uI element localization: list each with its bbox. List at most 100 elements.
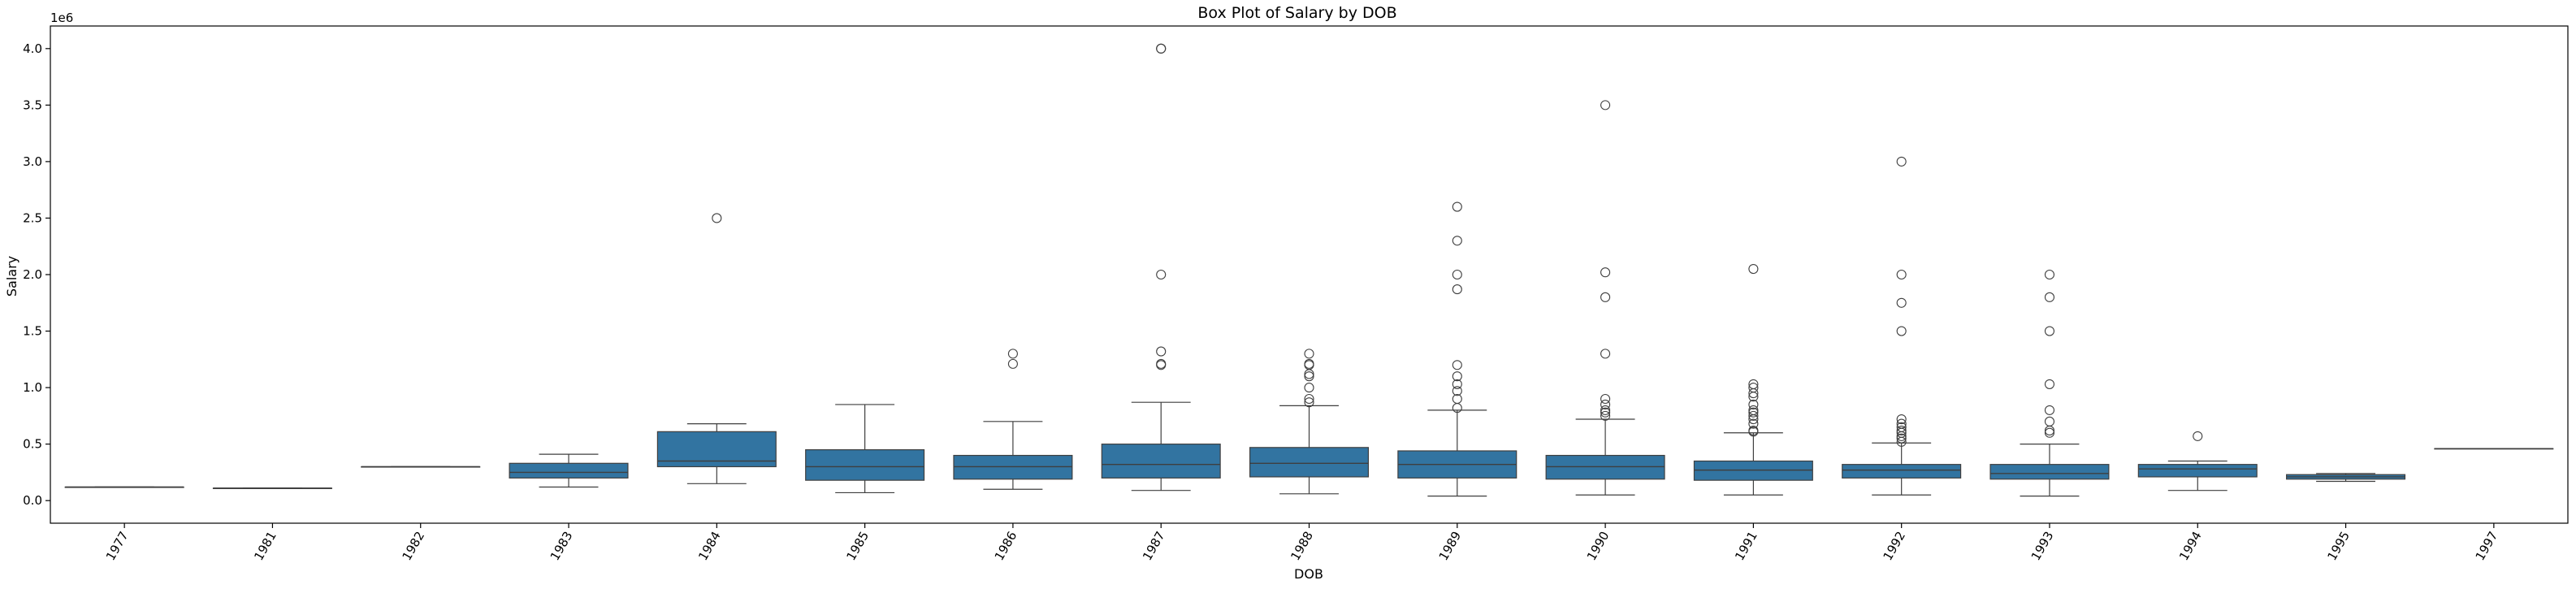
- outlier-point: [1748, 405, 1759, 415]
- outlier-point: [1748, 425, 1759, 435]
- y-tick-label: 1.5: [23, 324, 42, 339]
- box-1982: [361, 466, 481, 468]
- outlier-point: [1156, 43, 1167, 54]
- outlier-point: [2044, 425, 2055, 435]
- box-1991: [1693, 263, 1813, 496]
- outlier-point: [1156, 269, 1167, 280]
- outlier-point: [2044, 326, 2055, 336]
- y-offset-label: 1e6: [50, 11, 73, 25]
- outlier-point: [1600, 410, 1611, 421]
- x-tick-label: 1985: [843, 529, 872, 563]
- outlier-point: [1007, 349, 1018, 359]
- outlier-point: [1600, 407, 1611, 418]
- outlier-point: [1600, 393, 1611, 405]
- outlier-point: [1896, 414, 1907, 425]
- outlier-point: [1452, 284, 1462, 295]
- x-tick-label: 1992: [1880, 529, 1908, 563]
- outlier-point: [2044, 405, 2055, 415]
- outlier-point: [1896, 297, 1907, 308]
- y-tick-label: 3.0: [23, 154, 42, 169]
- y-axis-label: Salary: [4, 256, 19, 297]
- x-tick-label: 1981: [251, 529, 279, 563]
- outlier-point: [1304, 393, 1314, 405]
- outlier-point: [1896, 156, 1907, 167]
- x-tick-label: 1982: [400, 529, 428, 563]
- box-1989: [1397, 201, 1517, 497]
- x-tick-label: 1987: [1140, 529, 1168, 563]
- box-1985: [805, 404, 925, 494]
- iqr-box: [2137, 464, 2258, 478]
- iqr-box: [805, 448, 925, 481]
- outlier-point: [1600, 292, 1611, 302]
- outlier-point: [1452, 201, 1462, 212]
- outlier-point: [1156, 358, 1167, 369]
- iqr-box: [509, 462, 629, 479]
- outlier-point: [2044, 269, 2055, 280]
- boxes-layer: [64, 43, 2554, 497]
- outlier-point: [1600, 399, 1611, 410]
- outlier-point: [1304, 383, 1314, 393]
- x-tick-label: 1994: [2176, 529, 2205, 563]
- outlier-point: [1304, 371, 1314, 382]
- box-1994: [2137, 431, 2258, 492]
- outlier-point: [2044, 427, 2055, 438]
- outlier-point: [1748, 263, 1759, 275]
- outlier-point: [1896, 433, 1907, 444]
- x-axis: 1977 1981 1982 1983 1984 1985 1986 1987 1988 1989…: [103, 523, 2500, 563]
- box-1984: [656, 213, 777, 484]
- x-tick-label: 1989: [1436, 529, 1465, 563]
- outlier-point: [1600, 100, 1611, 110]
- iqr-box: [1842, 464, 1962, 479]
- outlier-point: [1600, 267, 1611, 278]
- outlier-point: [1748, 399, 1759, 410]
- x-tick-label: 1990: [1584, 529, 1613, 563]
- outlier-point: [1304, 349, 1314, 359]
- chart-title: Box Plot of Salary by DOB: [1197, 4, 1396, 22]
- outlier-point: [1748, 379, 1759, 389]
- y-tick-label: 0.0: [23, 493, 42, 508]
- outlier-point: [1600, 405, 1611, 415]
- x-axis-label: DOB: [1294, 566, 1323, 582]
- y-tick-label: 2.0: [23, 267, 42, 282]
- iqr-box: [1249, 447, 1370, 478]
- box-1983: [509, 453, 629, 488]
- box-1995: [2286, 473, 2406, 483]
- box-1987: [1101, 43, 1221, 492]
- x-tick-label: 1995: [2324, 529, 2353, 563]
- y-tick-label: 1.0: [23, 380, 42, 395]
- box-1990: [1545, 100, 1665, 496]
- y-tick-label: 0.5: [23, 437, 42, 452]
- y-axis: 0.0 0.5 1.0 1.5 2.0 2.5 3.0 3.5 4.0: [23, 41, 50, 508]
- outlier-point: [1896, 422, 1907, 432]
- outlier-point: [1896, 425, 1907, 435]
- outlier-point: [1156, 346, 1167, 357]
- iqr-box: [1101, 444, 1221, 479]
- box-1997: [2434, 448, 2554, 450]
- outlier-point: [1452, 360, 1462, 370]
- outlier-point: [1304, 397, 1314, 408]
- outlier-point: [1452, 269, 1462, 280]
- plot-frame: [50, 25, 2569, 524]
- outlier-point: [1748, 407, 1759, 418]
- outlier-point: [1452, 236, 1462, 246]
- iqr-box: [1989, 464, 2110, 480]
- box-1988: [1249, 349, 1370, 495]
- outlier-point: [1452, 379, 1462, 389]
- x-tick-label: 1977: [103, 529, 132, 563]
- outlier-point: [2044, 379, 2055, 389]
- outlier-point: [1896, 269, 1907, 280]
- y-tick-label: 3.5: [23, 97, 42, 112]
- box-1993: [1989, 269, 2110, 497]
- outlier-point: [712, 213, 722, 223]
- outlier-point: [1452, 393, 1462, 405]
- outlier-point: [2044, 292, 2055, 302]
- box-1986: [953, 349, 1073, 490]
- y-tick-label: 4.0: [23, 41, 42, 56]
- outlier-point: [1748, 410, 1759, 421]
- outlier-point: [1304, 358, 1314, 369]
- box-1992: [1842, 156, 1962, 496]
- outlier-point: [1452, 371, 1462, 382]
- x-tick-label: 1988: [1288, 529, 1316, 563]
- outlier-point: [1748, 383, 1759, 393]
- x-tick-label: 1997: [2473, 529, 2501, 563]
